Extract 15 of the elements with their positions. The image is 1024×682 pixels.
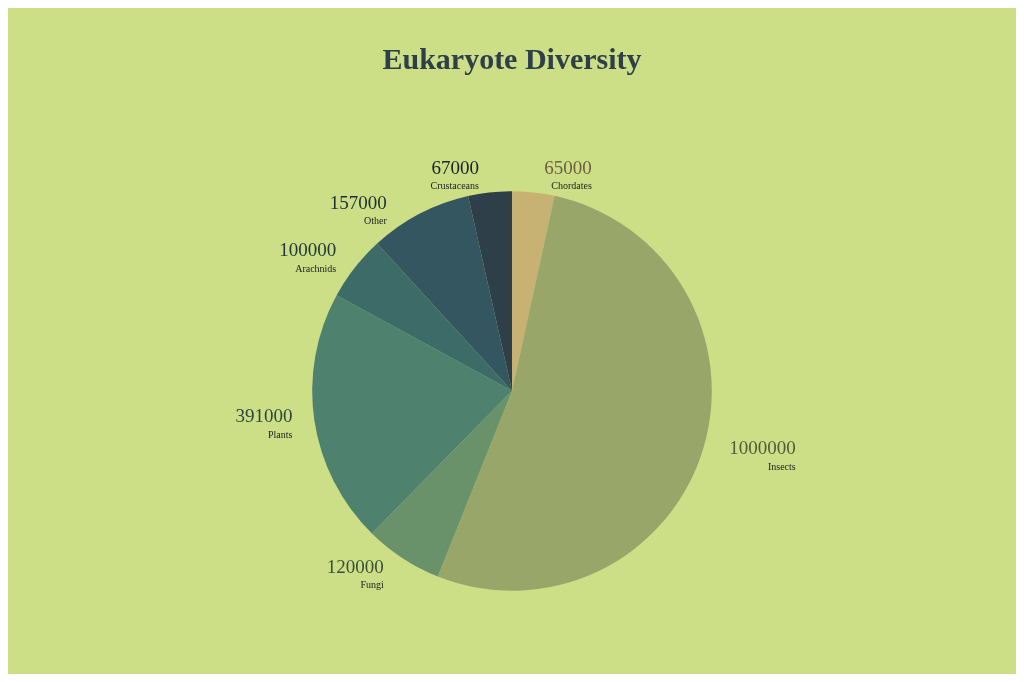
- slice-label: Plants: [268, 428, 293, 440]
- chart-title: Eukaryote Diversity: [382, 41, 642, 75]
- data-label: 100000: [279, 239, 337, 261]
- data-label: 391000: [235, 405, 293, 427]
- data-label: 65000: [544, 156, 592, 178]
- slice-label: Chordates: [551, 180, 592, 192]
- data-label: 157000: [329, 191, 387, 213]
- slice-label: Crustaceans: [430, 180, 480, 192]
- slice-label: Insects: [767, 460, 796, 472]
- slice-label: Fungi: [360, 579, 385, 591]
- slice-label: Arachnids: [295, 262, 337, 274]
- data-label: 1000000: [729, 437, 796, 459]
- slice-label: Other: [364, 215, 388, 227]
- data-label: 67000: [431, 156, 479, 178]
- data-label: 120000: [326, 555, 384, 577]
